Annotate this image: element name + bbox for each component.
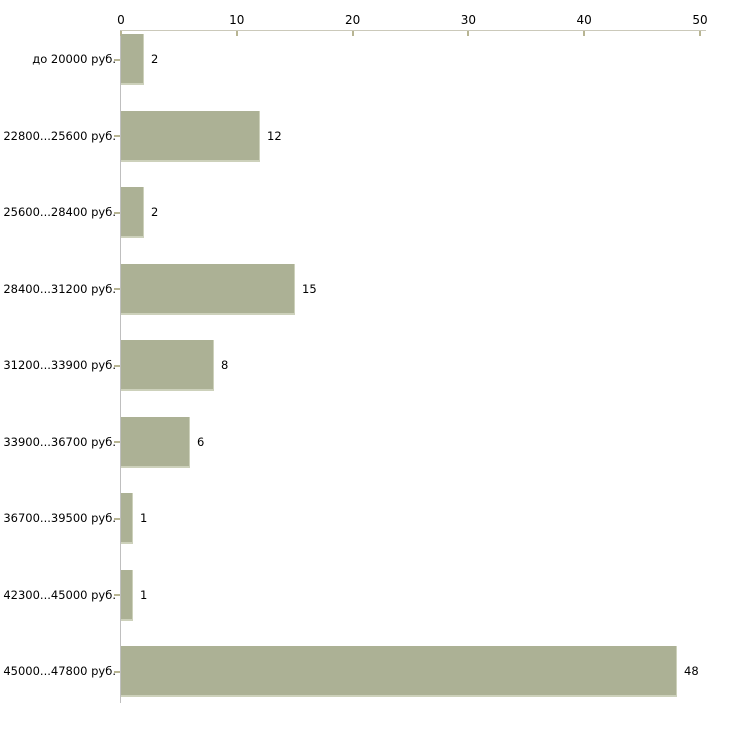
- y-axis-line: [120, 30, 121, 703]
- x-axis-tick: [351, 31, 354, 36]
- category-label: 36700...39500 руб.: [3, 511, 116, 525]
- x-axis-tick-label: 40: [576, 13, 592, 27]
- x-axis-tick-label: 30: [460, 13, 477, 27]
- x-axis-tick-label: 20: [344, 13, 361, 27]
- x-axis-tick-label: 10: [229, 13, 245, 27]
- category-tick: [114, 135, 120, 137]
- category-label: 33900...36700 руб.: [3, 435, 116, 449]
- bar-value-label: 2: [151, 52, 159, 66]
- category-tick: [114, 671, 120, 673]
- x-axis-tick: [583, 31, 586, 36]
- bar: [121, 646, 677, 697]
- bar-value-label: 1: [140, 511, 148, 525]
- category-label: 31200...33900 руб.: [3, 358, 116, 372]
- category-tick: [114, 212, 120, 214]
- x-axis-tick: [120, 31, 122, 36]
- bar: [121, 34, 144, 85]
- category-tick: [114, 365, 120, 367]
- bar-value-label: 48: [684, 664, 699, 678]
- category-label: 25600...28400 руб.: [3, 205, 116, 219]
- category-label: 45000...47800 руб.: [3, 664, 116, 678]
- x-axis-line: [120, 30, 706, 31]
- bar: [121, 264, 295, 315]
- category-label: 42300...45000 руб.: [3, 588, 116, 602]
- bar: [121, 417, 190, 468]
- bar-value-label: 15: [302, 282, 317, 296]
- x-axis-tick-label: 0: [117, 13, 125, 27]
- category-label: до 20000 руб.: [32, 52, 116, 66]
- category-tick: [114, 59, 120, 61]
- bar: [121, 493, 133, 544]
- category-tick: [114, 441, 120, 443]
- category-label: 28400...31200 руб.: [3, 282, 116, 296]
- bar-value-label: 2: [151, 205, 159, 219]
- bar: [121, 340, 214, 391]
- category-tick: [114, 288, 120, 290]
- category-tick: [114, 518, 120, 520]
- bar: [121, 111, 260, 162]
- bar-value-label: 8: [221, 358, 229, 372]
- x-axis-tick: [467, 31, 470, 36]
- category-label: 22800...25600 руб.: [3, 129, 116, 143]
- bar: [121, 570, 133, 621]
- x-axis-tick: [699, 31, 701, 36]
- bar-value-label: 6: [197, 435, 205, 449]
- bar: [121, 187, 144, 238]
- category-tick: [114, 594, 120, 596]
- x-axis-tick-label: 50: [692, 13, 708, 27]
- bar-value-label: 1: [140, 588, 148, 602]
- x-axis-tick: [235, 31, 238, 36]
- bar-value-label: 12: [267, 129, 282, 143]
